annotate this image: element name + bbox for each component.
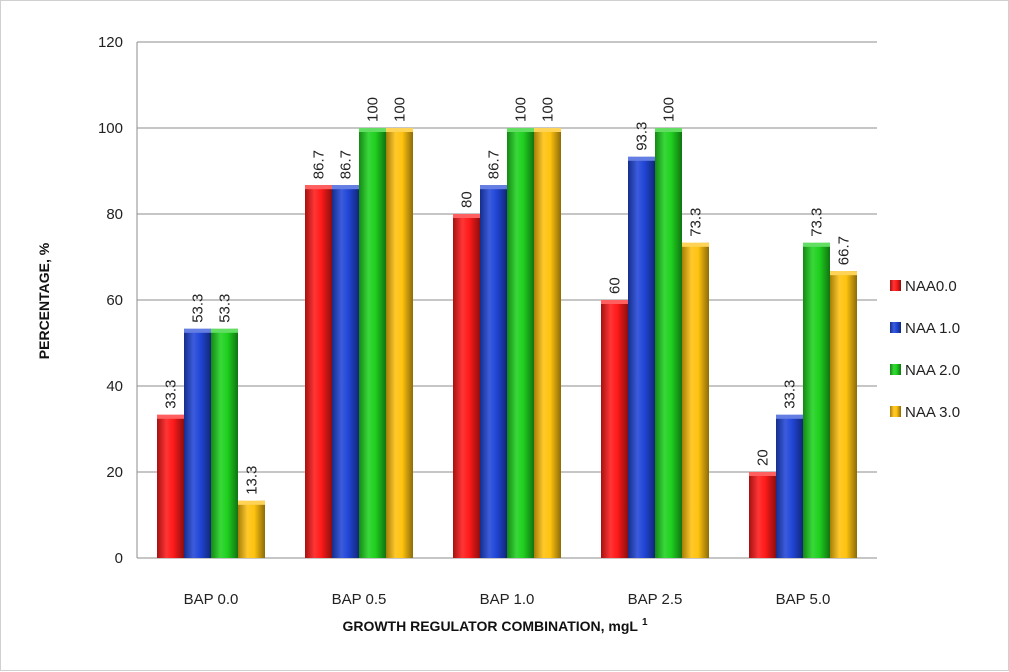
y-axis-title: PERCENTAGE, % bbox=[36, 242, 52, 359]
bar bbox=[211, 328, 238, 558]
data-label: 100 bbox=[365, 97, 382, 122]
bar-top-highlight bbox=[332, 185, 359, 190]
bar-top-highlight bbox=[211, 328, 238, 333]
data-label: 86.7 bbox=[486, 150, 503, 179]
x-tick-label: BAP 0.0 bbox=[184, 591, 239, 608]
bar bbox=[453, 214, 480, 558]
bar-top-highlight bbox=[830, 271, 857, 276]
bar-top-highlight bbox=[359, 128, 386, 132]
data-label: 73.3 bbox=[688, 208, 705, 237]
bar-top-highlight bbox=[803, 242, 830, 247]
x-tick-label: BAP 5.0 bbox=[776, 591, 831, 608]
x-tick-label: BAP 2.5 bbox=[628, 591, 683, 608]
data-label: 80 bbox=[459, 191, 476, 208]
bar bbox=[305, 185, 332, 558]
bar bbox=[830, 271, 857, 558]
bar-top-highlight bbox=[305, 185, 332, 190]
y-tick-label: 40 bbox=[106, 378, 123, 395]
data-label: 93.3 bbox=[634, 122, 651, 151]
data-label: 100 bbox=[661, 97, 678, 122]
data-label: 100 bbox=[513, 97, 530, 122]
legend-label: NAA0.0 bbox=[905, 278, 957, 295]
bar-top-highlight bbox=[655, 128, 682, 132]
bar bbox=[601, 300, 628, 558]
bar bbox=[386, 128, 413, 558]
y-tick-label: 60 bbox=[106, 292, 123, 309]
data-label: 86.7 bbox=[311, 150, 328, 179]
legend-label: NAA 3.0 bbox=[905, 404, 960, 421]
data-label: 13.3 bbox=[244, 466, 261, 495]
bar-top-highlight bbox=[601, 300, 628, 304]
data-labels: 33.3 53.3 53.3 13.3 86.7 86.7 100 100 80 86.7 100 1… bbox=[163, 97, 853, 495]
legend-swatch bbox=[890, 364, 901, 375]
data-label: 100 bbox=[392, 97, 409, 122]
bar-top-highlight bbox=[184, 328, 211, 333]
bar-top-highlight bbox=[776, 414, 803, 419]
data-label: 66.7 bbox=[836, 236, 853, 265]
bar bbox=[655, 128, 682, 558]
bar bbox=[359, 128, 386, 558]
bar-top-highlight bbox=[682, 242, 709, 247]
data-label: 53.3 bbox=[190, 294, 207, 323]
data-label: 86.7 bbox=[338, 150, 355, 179]
data-label: 73.3 bbox=[809, 208, 826, 237]
bar bbox=[157, 414, 184, 558]
x-tick-label: BAP 0.5 bbox=[332, 591, 387, 608]
x-axis-title: GROWTH REGULATOR COMBINATION, mgL 1 bbox=[342, 617, 648, 634]
y-tick-label: 20 bbox=[106, 464, 123, 481]
legend: NAA0.0 NAA 1.0 NAA 2.0 NAA 3.0 bbox=[890, 278, 960, 421]
legend-swatch bbox=[890, 280, 901, 291]
y-tick-label: 0 bbox=[115, 550, 123, 567]
bar bbox=[238, 500, 265, 558]
legend-swatch bbox=[890, 322, 901, 333]
bars bbox=[157, 128, 857, 558]
bar bbox=[332, 185, 359, 558]
legend-swatch bbox=[890, 406, 901, 417]
y-tick-label: 80 bbox=[106, 206, 123, 223]
bar bbox=[749, 472, 776, 558]
bar bbox=[682, 242, 709, 558]
bar bbox=[776, 414, 803, 558]
bar-top-highlight bbox=[534, 128, 561, 132]
x-tick-label: BAP 1.0 bbox=[480, 591, 535, 608]
y-tick-label: 100 bbox=[98, 120, 123, 137]
bar bbox=[803, 242, 830, 558]
bar-top-highlight bbox=[749, 472, 776, 476]
bar bbox=[184, 328, 211, 558]
legend-label: NAA 2.0 bbox=[905, 362, 960, 379]
bar-top-highlight bbox=[238, 500, 265, 505]
bar-top-highlight bbox=[480, 185, 507, 190]
bar bbox=[507, 128, 534, 558]
bar-top-highlight bbox=[386, 128, 413, 132]
y-tick-label: 120 bbox=[98, 34, 123, 51]
x-axis-title-superscript: 1 bbox=[642, 617, 648, 628]
x-axis-ticks: BAP 0.0 BAP 0.5 BAP 1.0 BAP 2.5 BAP 5.0 bbox=[184, 591, 831, 608]
data-label: 60 bbox=[607, 277, 624, 294]
bar-top-highlight bbox=[453, 214, 480, 218]
bar-top-highlight bbox=[507, 128, 534, 132]
legend-label: NAA 1.0 bbox=[905, 320, 960, 337]
data-label: 100 bbox=[540, 97, 557, 122]
data-label: 33.3 bbox=[163, 380, 180, 409]
data-label: 33.3 bbox=[782, 380, 799, 409]
x-axis-title-text: GROWTH REGULATOR COMBINATION, mgL bbox=[342, 618, 638, 634]
data-label: 53.3 bbox=[217, 294, 234, 323]
bar-top-highlight bbox=[628, 156, 655, 161]
bar-top-highlight bbox=[157, 414, 184, 419]
bar bbox=[628, 156, 655, 558]
y-axis-ticks: 0 20 40 60 80 100 120 bbox=[98, 34, 123, 567]
bar bbox=[534, 128, 561, 558]
bar bbox=[480, 185, 507, 558]
data-label: 20 bbox=[755, 449, 772, 466]
